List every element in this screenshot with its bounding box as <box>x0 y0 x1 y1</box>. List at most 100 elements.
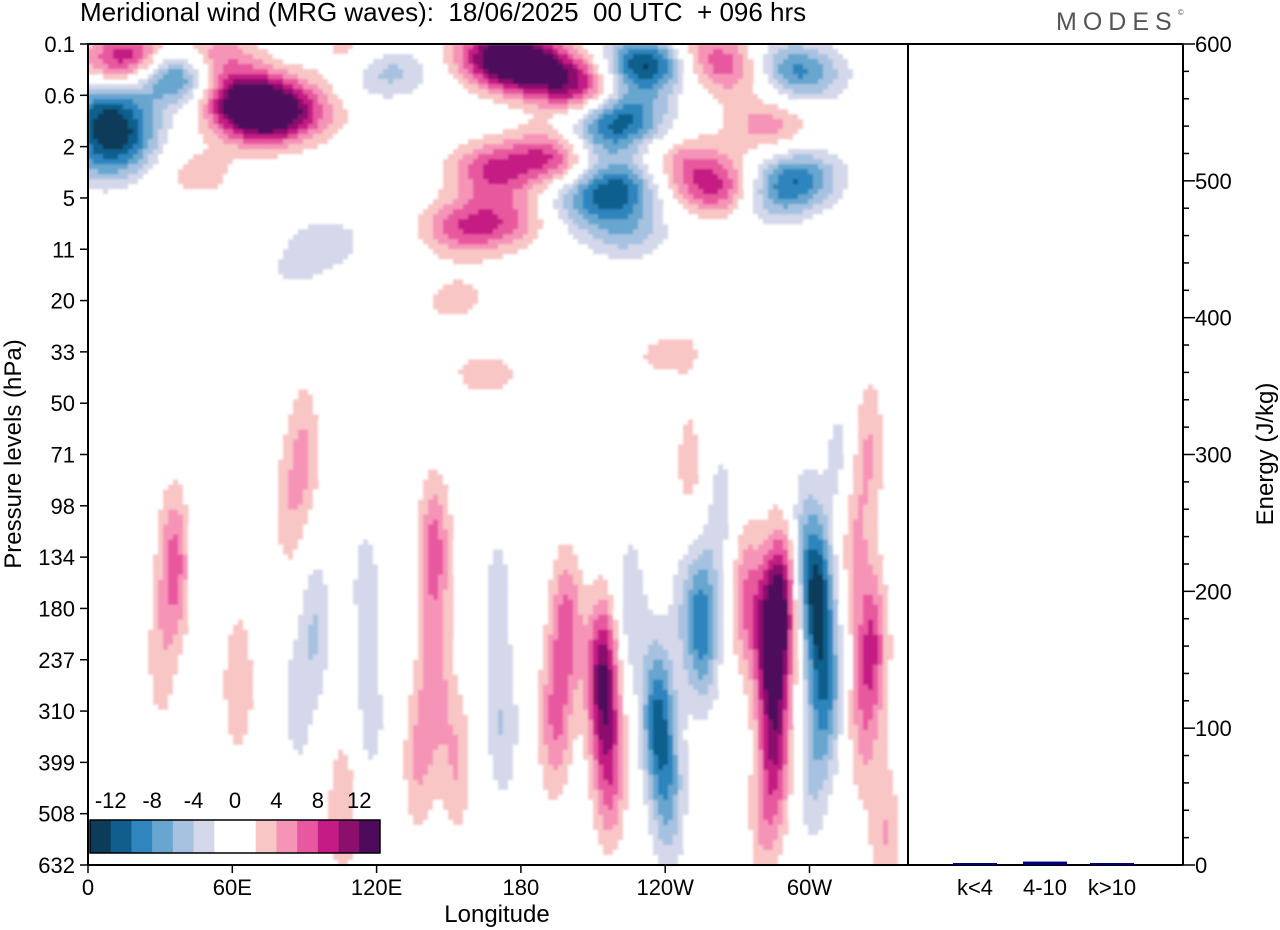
contour-cell <box>193 74 199 80</box>
contour-cell <box>478 194 484 200</box>
contour-cell <box>663 159 669 165</box>
contour-cell <box>113 104 119 110</box>
contour-cell <box>243 104 249 110</box>
contour-cell <box>633 359 639 365</box>
contour-cell <box>438 309 444 315</box>
contour-cell <box>728 124 734 130</box>
contour-cell <box>398 74 404 80</box>
contour-cell <box>223 84 229 90</box>
contour-cell <box>473 279 479 285</box>
contour-cell <box>133 129 139 135</box>
contour-cell <box>563 109 569 115</box>
contour-cell <box>813 154 819 160</box>
contour-cell <box>88 44 94 50</box>
contour-cell <box>563 199 569 205</box>
contour-cell <box>648 214 654 220</box>
contour-cell <box>613 319 619 325</box>
contour-cell <box>333 114 339 120</box>
contour-cell <box>668 144 674 150</box>
contour-cell <box>683 184 689 190</box>
contour-cell <box>153 89 159 95</box>
contour-cell <box>198 119 204 125</box>
contour-cell <box>813 69 819 75</box>
contour-cell <box>503 139 509 145</box>
contour-cell <box>703 49 709 55</box>
contour-cell <box>548 149 554 155</box>
contour-cell <box>608 124 614 130</box>
contour-cell <box>488 134 494 140</box>
contour-cell <box>563 54 569 60</box>
contour-cell <box>558 69 564 75</box>
contour-cell <box>288 129 294 135</box>
contour-cell <box>808 189 814 195</box>
contour-cell <box>143 269 149 275</box>
contour-cell <box>603 179 609 185</box>
contour-cell <box>538 309 544 315</box>
contour-cell <box>483 99 489 105</box>
contour-cell <box>463 79 469 85</box>
contour-cell <box>473 59 479 65</box>
contour-cell <box>633 144 639 150</box>
contour-cell <box>243 89 249 95</box>
contour-cell <box>493 359 499 365</box>
contour-cell <box>643 204 649 210</box>
contour-cell <box>263 139 269 145</box>
contour-cell <box>153 254 159 260</box>
contour-cell <box>798 214 804 220</box>
contour-cell <box>563 139 569 145</box>
contour-cell <box>613 124 619 130</box>
contour-cell <box>723 169 729 175</box>
contour-cell <box>593 124 599 130</box>
contour-cell <box>158 244 164 250</box>
contour-cell <box>228 169 234 175</box>
contour-cell <box>648 209 654 215</box>
contour-cell <box>643 119 649 125</box>
contour-cell <box>793 169 799 175</box>
contour-cell <box>668 169 674 175</box>
contour-cell <box>583 84 589 90</box>
contour-cell <box>388 94 394 100</box>
contour-cell <box>783 199 789 205</box>
contour-cell <box>203 64 209 70</box>
contour-cell <box>293 229 299 235</box>
contour-cell <box>513 164 519 170</box>
contour-cell <box>283 79 289 85</box>
contour-cell <box>528 74 534 80</box>
contour-cell <box>703 209 709 215</box>
contour-cell <box>173 94 179 100</box>
contour-cell <box>288 89 294 95</box>
contour-cell <box>723 174 729 180</box>
contour-cell <box>338 249 344 255</box>
contour-cell <box>633 129 639 135</box>
contour-cell <box>408 54 414 60</box>
contour-cell <box>483 154 489 160</box>
contour-cell <box>238 169 244 175</box>
contour-cell <box>118 104 124 110</box>
contour-cell <box>508 114 514 120</box>
contour-cell <box>348 224 354 230</box>
contour-cell <box>663 339 669 345</box>
contour-cell <box>423 299 429 305</box>
contour-cell <box>623 164 629 170</box>
contour-cell <box>88 189 94 195</box>
contour-cell <box>343 239 349 245</box>
contour-cell <box>653 239 659 245</box>
contour-cell <box>758 224 764 230</box>
contour-cell <box>273 244 279 250</box>
contour-cell <box>113 164 119 170</box>
contour-cell <box>268 99 274 105</box>
contour-cell <box>748 44 754 50</box>
contour-cell <box>653 244 659 250</box>
contour-cell <box>658 249 664 255</box>
contour-cell <box>273 64 279 70</box>
contour-cell <box>548 99 554 105</box>
contour-cell <box>243 79 249 85</box>
contour-cell <box>598 69 604 75</box>
contour-cell <box>348 254 354 260</box>
contour-cell <box>303 284 309 290</box>
contour-cell <box>463 194 469 200</box>
contour-cell <box>798 209 804 215</box>
contour-cell <box>293 64 299 70</box>
contour-cell <box>688 359 694 365</box>
contour-cell <box>798 154 804 160</box>
